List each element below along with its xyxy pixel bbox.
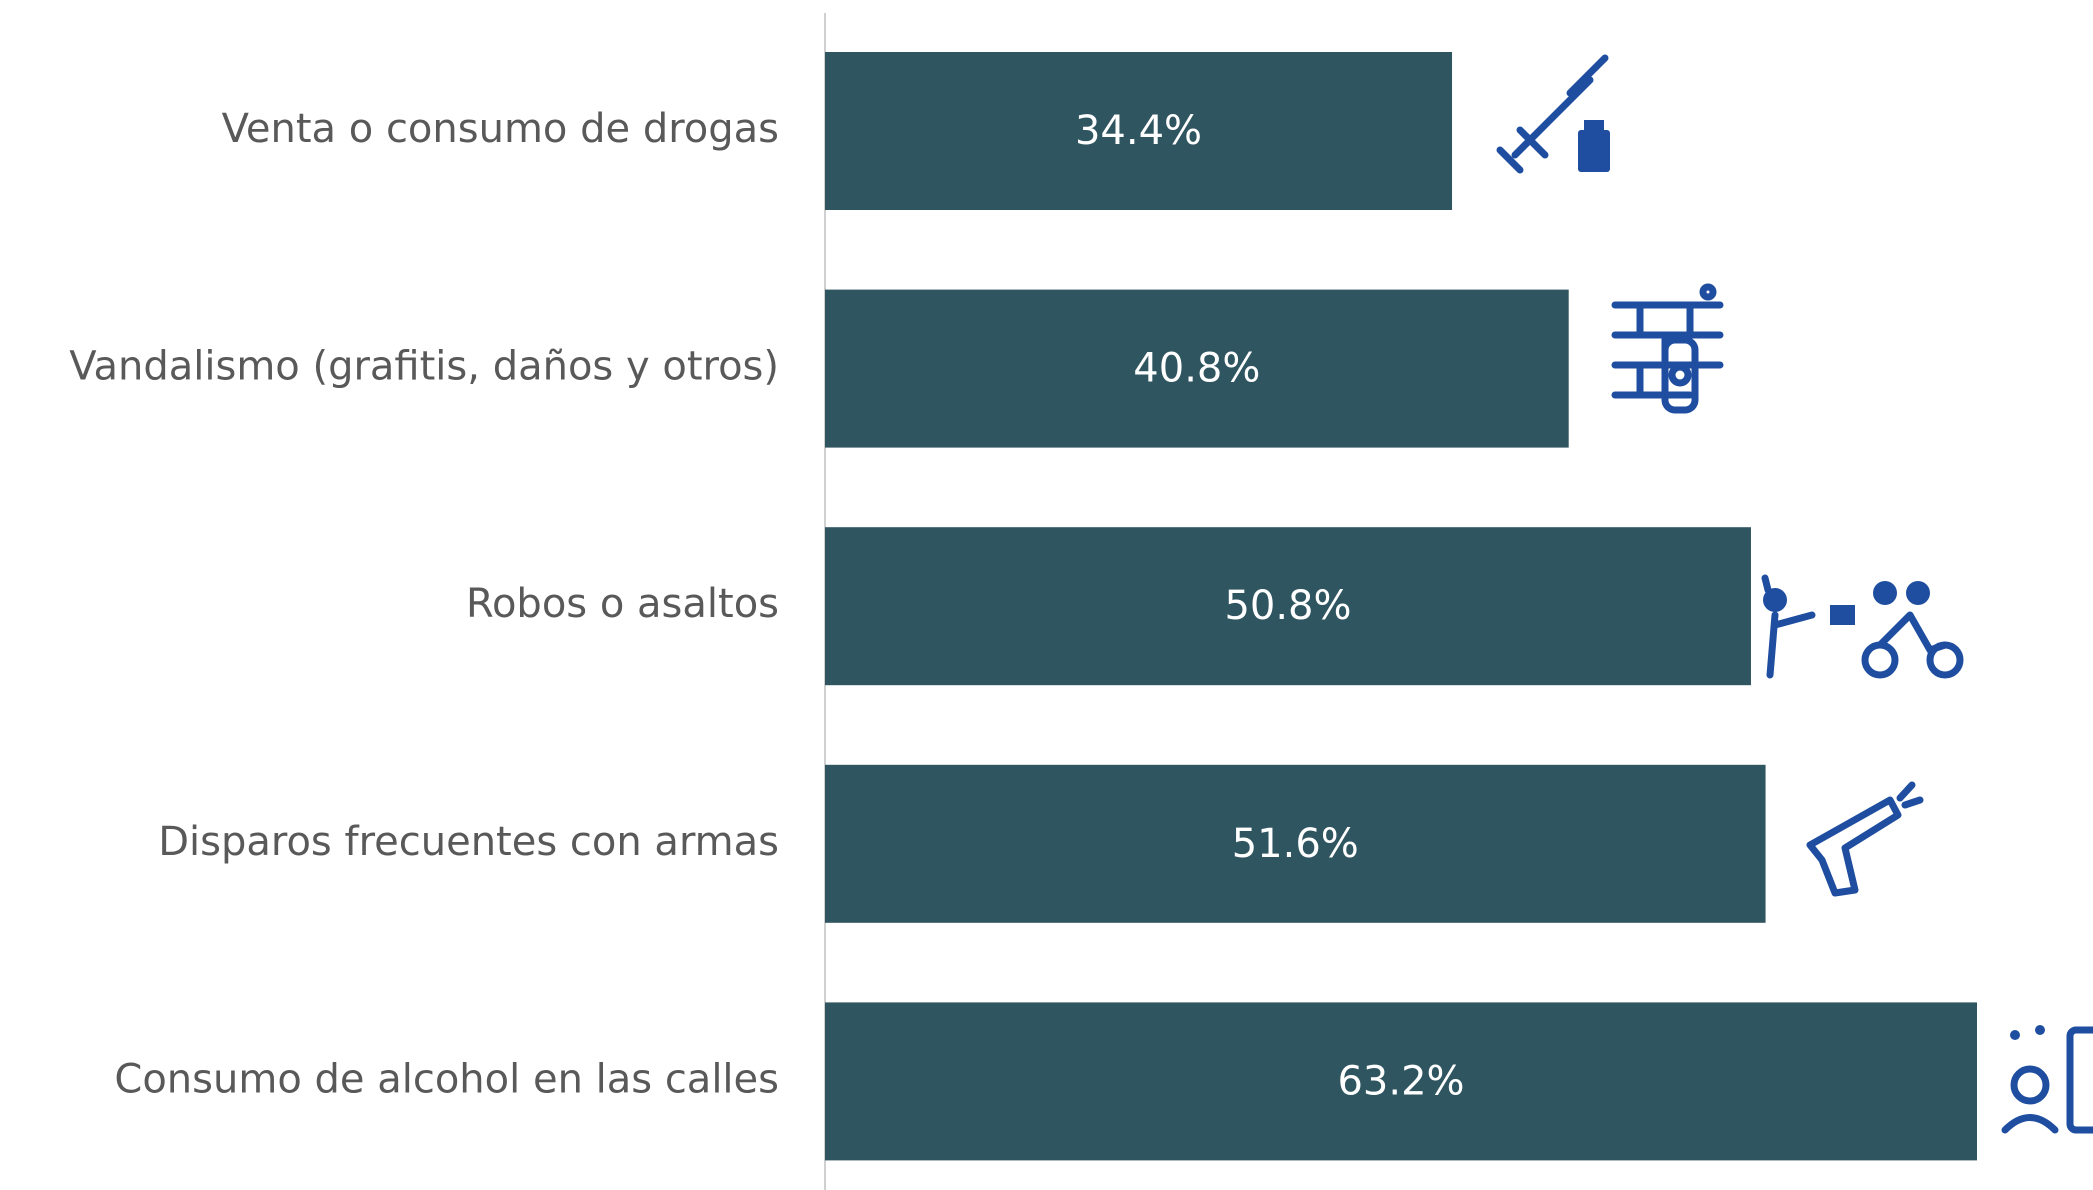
value-label: 50.8% bbox=[1224, 583, 1351, 629]
value-label: 40.8% bbox=[1133, 346, 1260, 392]
robbery-icon bbox=[1761, 574, 1964, 679]
gun-icon bbox=[1806, 781, 1924, 897]
bar bbox=[825, 1002, 1977, 1161]
alcohol-icon bbox=[2001, 1025, 2093, 1134]
category-label: Robos o asaltos bbox=[466, 581, 779, 627]
value-label: 51.6% bbox=[1232, 821, 1359, 867]
value-label: 34.4% bbox=[1075, 108, 1202, 154]
bar bbox=[825, 52, 1453, 210]
icons bbox=[1496, 54, 2093, 1134]
category-label: Venta o consumo de drogas bbox=[222, 106, 779, 152]
bar bbox=[825, 764, 1766, 923]
category-label: Disparos frecuentes con armas bbox=[158, 819, 779, 865]
bar bbox=[825, 289, 1569, 448]
category-label: Vandalismo (grafitis, daños y otros) bbox=[69, 344, 779, 390]
value-label: 63.2% bbox=[1337, 1058, 1464, 1104]
graffiti-icon bbox=[1611, 283, 1724, 414]
category-label: Consumo de alcohol en las calles bbox=[114, 1056, 779, 1102]
syringe-icon bbox=[1496, 54, 1610, 174]
bar bbox=[825, 527, 1751, 686]
